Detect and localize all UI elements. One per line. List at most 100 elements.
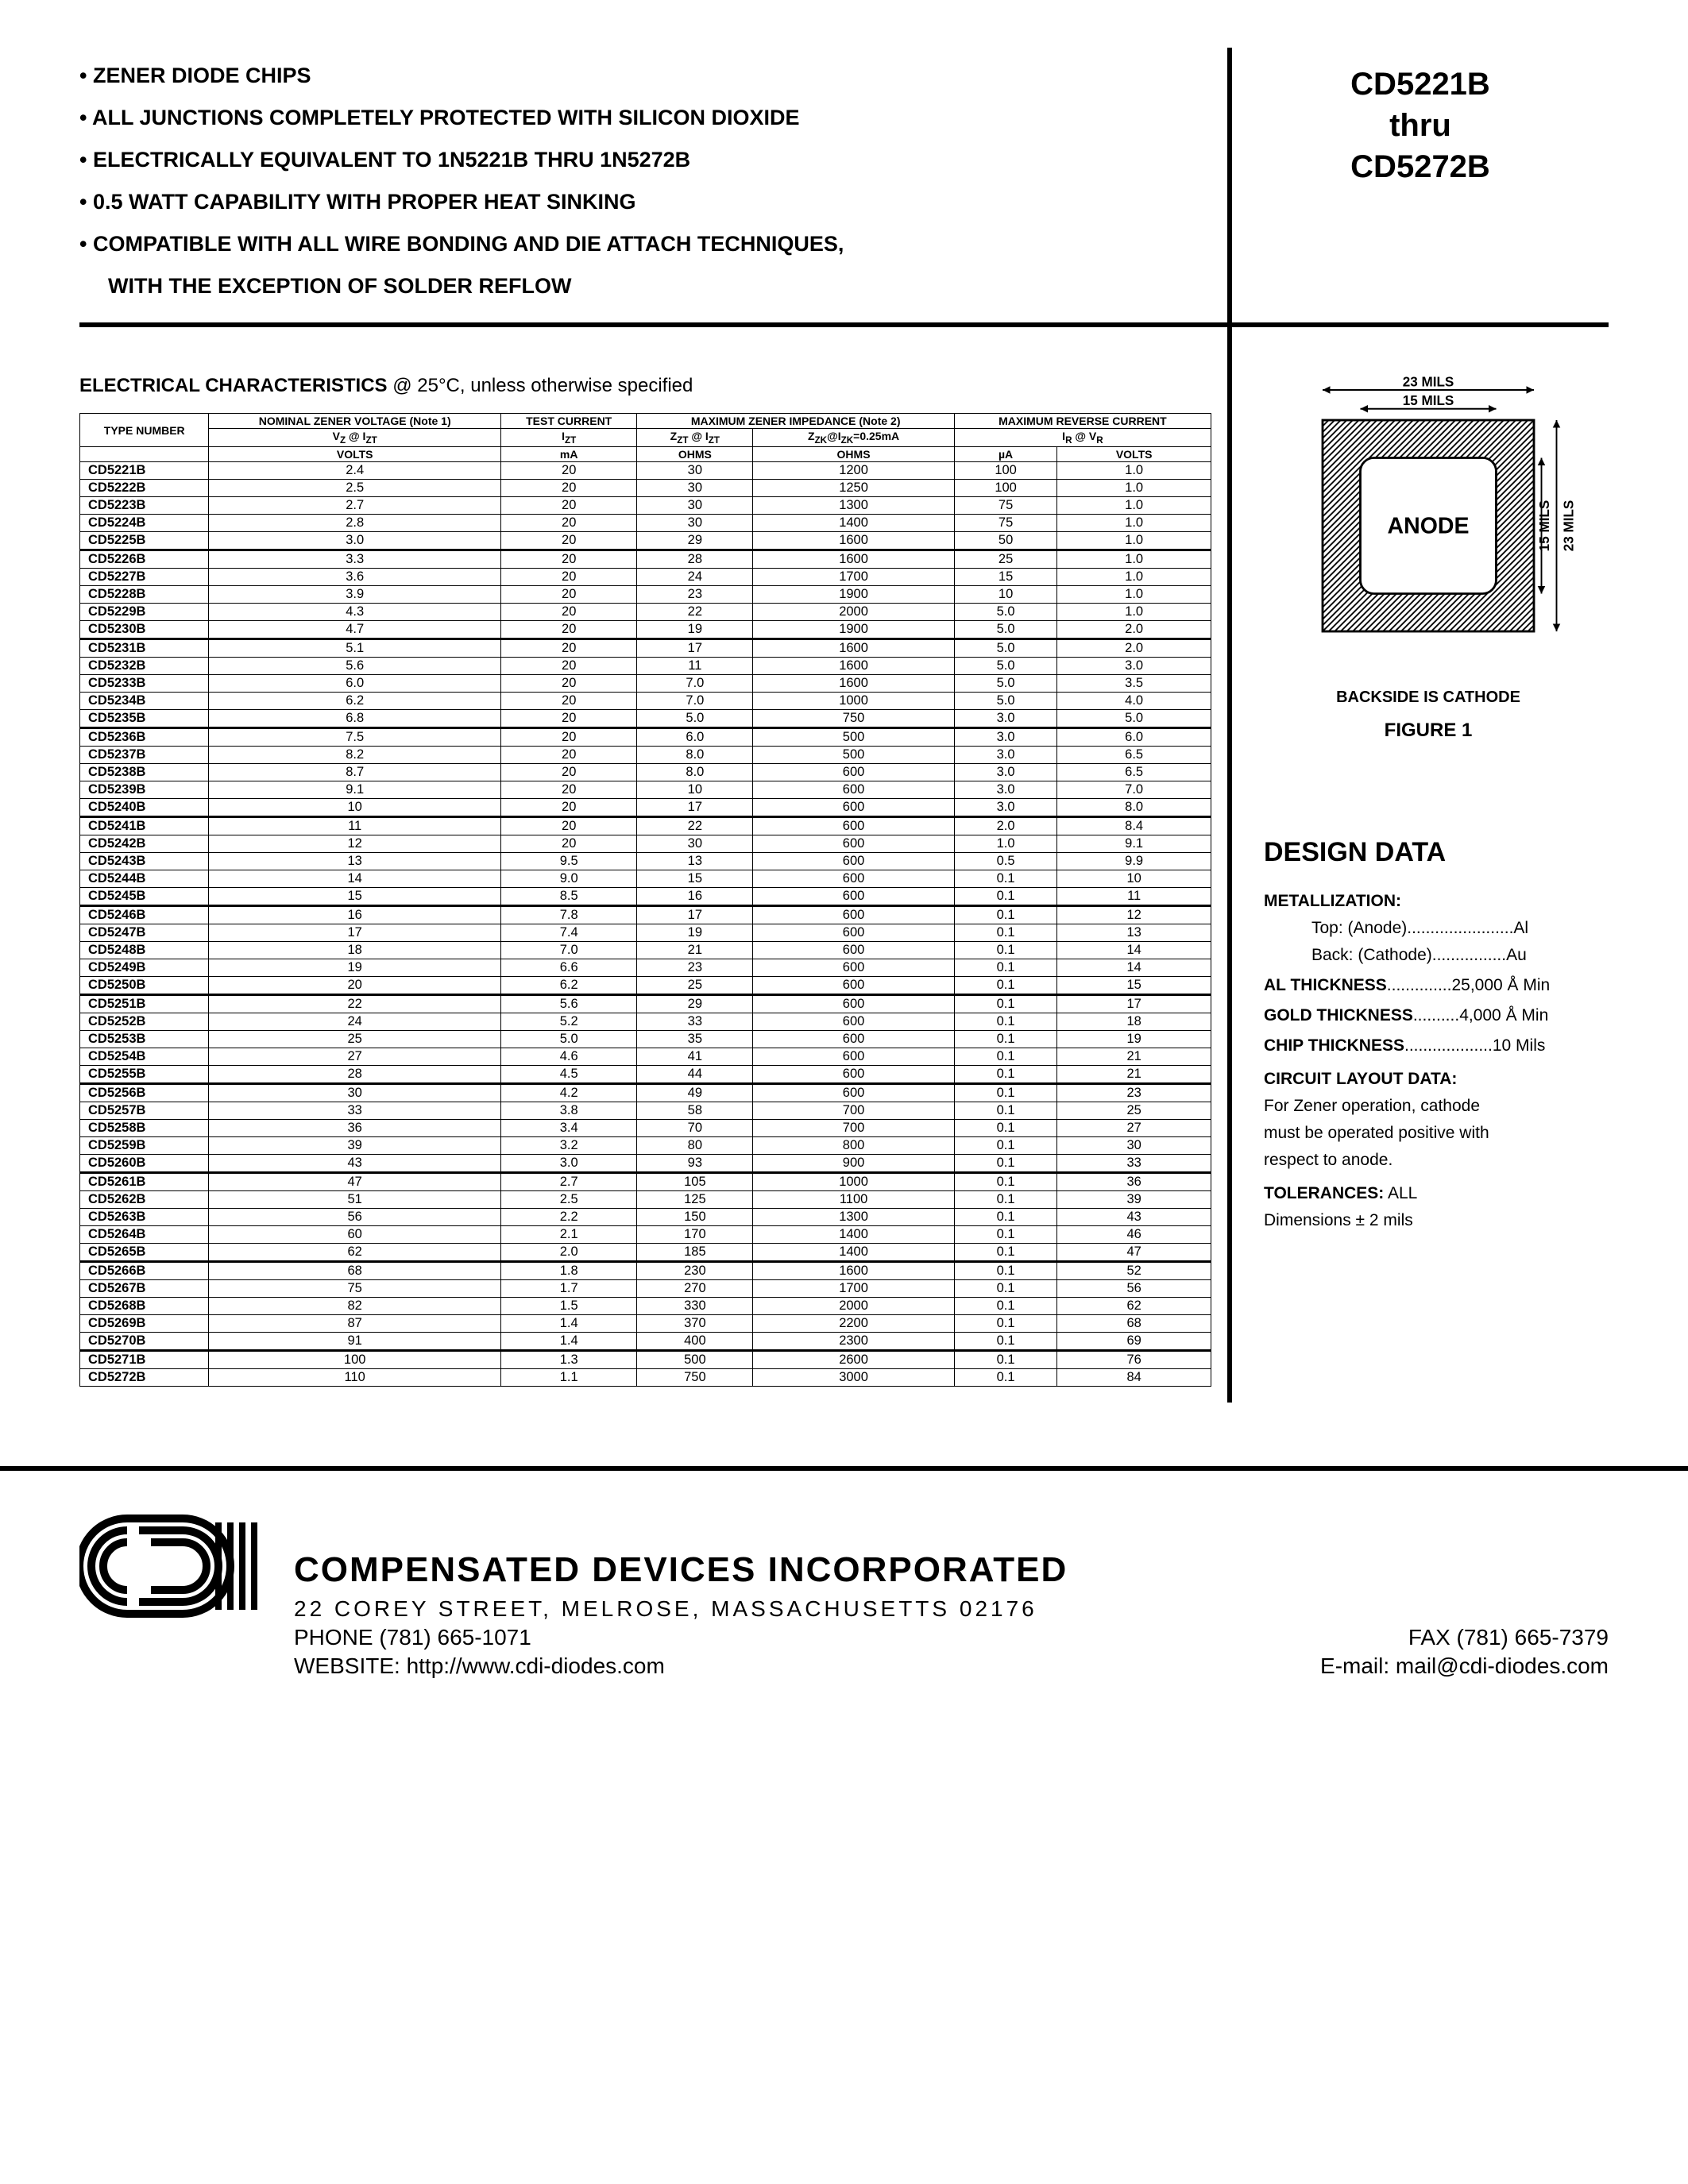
table-row: CD5227B3.620241700151.0 — [80, 569, 1211, 586]
table-row: CD5246B167.8176000.112 — [80, 906, 1211, 924]
table-row: CD5243B139.5136000.59.9 — [80, 853, 1211, 870]
table-row: CD5221B2.4203012001001.0 — [80, 462, 1211, 480]
design-data: DESIGN DATA METALLIZATION: Top: (Anode).… — [1264, 837, 1593, 1230]
table-row: CD5234B6.2207.010005.04.0 — [80, 693, 1211, 710]
unit-volts: VOLTS — [209, 447, 500, 462]
company-name: COMPENSATED DEVICES INCORPORATED — [294, 1550, 1609, 1590]
table-row: CD5253B255.0356000.119 — [80, 1031, 1211, 1048]
design-data-title: DESIGN DATA — [1264, 837, 1593, 868]
table-row: CD5265B622.018514000.147 — [80, 1244, 1211, 1262]
body-section: ELECTRICAL CHARACTERISTICS @ 25°C, unles… — [79, 327, 1609, 1403]
col-max-reverse: MAXIMUM REVERSE CURRENT — [954, 414, 1211, 429]
sub-izt: IZT — [500, 429, 637, 447]
table-row: CD5233B6.0207.016005.03.5 — [80, 675, 1211, 693]
part-number-range: CD5221B thru CD5272B — [1227, 48, 1609, 322]
table-row: CD5222B2.5203012501001.0 — [80, 480, 1211, 497]
sub-zzt: ZZT @ IZT — [637, 429, 753, 447]
table-row: CD5264B602.117014000.146 — [80, 1226, 1211, 1244]
table-row: CD5238B8.7208.06003.06.5 — [80, 764, 1211, 781]
table-row: CD5259B393.2808000.130 — [80, 1137, 1211, 1155]
table-row: CD5230B4.7201919005.02.0 — [80, 621, 1211, 639]
svg-text:15 MILS: 15 MILS — [1537, 500, 1552, 552]
table-row: CD5250B206.2256000.115 — [80, 977, 1211, 995]
svg-text:15 MILS: 15 MILS — [1403, 393, 1454, 408]
table-row: CD5223B2.720301300751.0 — [80, 497, 1211, 515]
part-to: CD5272B — [1240, 146, 1601, 187]
table-row: CD5228B3.920231900101.0 — [80, 586, 1211, 604]
feature-item: 0.5 WATT CAPABILITY WITH PROPER HEAT SIN… — [79, 190, 1211, 214]
figure-title: FIGURE 1 — [1264, 720, 1593, 742]
table-row: CD5251B225.6296000.117 — [80, 995, 1211, 1013]
table-row: CD5237B8.2208.05003.06.5 — [80, 747, 1211, 764]
feature-list: ZENER DIODE CHIPS ALL JUNCTIONS COMPLETE… — [79, 48, 1227, 322]
svg-text:ANODE: ANODE — [1388, 514, 1470, 539]
table-row: CD5239B9.120106003.07.0 — [80, 781, 1211, 799]
svg-text:23 MILS: 23 MILS — [1561, 500, 1576, 552]
unit-volts2: VOLTS — [1057, 447, 1211, 462]
chip-diagram: 23 MILS 15 MILS ANODE — [1264, 375, 1593, 742]
table-row: CD5235B6.8205.07503.05.0 — [80, 710, 1211, 728]
table-row: CD5231B5.1201716005.02.0 — [80, 639, 1211, 658]
table-row: CD5247B177.4196000.113 — [80, 924, 1211, 942]
table-row: CD5242B1220306001.09.1 — [80, 835, 1211, 853]
feature-tail: WITH THE EXCEPTION OF SOLDER REFLOW — [79, 274, 1211, 299]
table-row: CD5262B512.512511000.139 — [80, 1191, 1211, 1209]
table-row: CD5241B1120226002.08.4 — [80, 817, 1211, 835]
col-nominal: NOMINAL ZENER VOLTAGE (Note 1) — [209, 414, 500, 429]
table-row: CD5271B1001.350026000.176 — [80, 1351, 1211, 1369]
sub-vz: VZ @ IZT — [209, 429, 500, 447]
feature-item: ELECTRICALLY EQUIVALENT TO 1N5221B THRU … — [79, 148, 1211, 172]
table-row: CD5224B2.820301400751.0 — [80, 515, 1211, 532]
unit-ohms: OHMS — [637, 447, 753, 462]
header-section: ZENER DIODE CHIPS ALL JUNCTIONS COMPLETE… — [79, 48, 1609, 327]
col-max-impedance: MAXIMUM ZENER IMPEDANCE (Note 2) — [637, 414, 954, 429]
feature-item: COMPATIBLE WITH ALL WIRE BONDING AND DIE… — [79, 232, 1211, 257]
table-row: CD5252B245.2336000.118 — [80, 1013, 1211, 1031]
spec-table: TYPE NUMBER NOMINAL ZENER VOLTAGE (Note … — [79, 413, 1211, 1387]
unit-ohms2: OHMS — [753, 447, 955, 462]
table-row: CD5258B363.4707000.127 — [80, 1120, 1211, 1137]
table-row: CD5263B562.215013000.143 — [80, 1209, 1211, 1226]
table-row: CD5269B871.437022000.168 — [80, 1315, 1211, 1333]
sub-zzk: ZZK@IZK=0.25mA — [753, 429, 955, 447]
table-row: CD5226B3.320281600251.0 — [80, 550, 1211, 569]
table-row: CD5266B681.823016000.152 — [80, 1262, 1211, 1280]
unit-ua: µA — [954, 447, 1056, 462]
table-row: CD5225B3.020291600501.0 — [80, 532, 1211, 550]
company-address: 22 COREY STREET, MELROSE, MASSACHUSETTS … — [294, 1596, 1609, 1622]
company-phone: PHONE (781) 665-1071 — [294, 1625, 531, 1650]
col-type: TYPE NUMBER — [80, 414, 209, 447]
table-row: CD5255B284.5446000.121 — [80, 1066, 1211, 1084]
company-website: WEBSITE: http://www.cdi-diodes.com — [294, 1653, 665, 1679]
table-row: CD5272B1101.175030000.184 — [80, 1369, 1211, 1387]
table-row: CD5257B333.8587000.125 — [80, 1102, 1211, 1120]
table-row: CD5268B821.533020000.162 — [80, 1298, 1211, 1315]
company-email: E-mail: mail@cdi-diodes.com — [1320, 1653, 1609, 1679]
col-test: TEST CURRENT — [500, 414, 637, 429]
table-row: CD5229B4.3202220005.01.0 — [80, 604, 1211, 621]
feature-item: ZENER DIODE CHIPS — [79, 64, 1211, 88]
table-row: CD5244B149.0156000.110 — [80, 870, 1211, 888]
table-row: CD5267B751.727017000.156 — [80, 1280, 1211, 1298]
table-row: CD5254B274.6416000.121 — [80, 1048, 1211, 1066]
table-row: CD5270B911.440023000.169 — [80, 1333, 1211, 1351]
table-row: CD5240B1020176003.08.0 — [80, 799, 1211, 817]
footer: COMPENSATED DEVICES INCORPORATED 22 CORE… — [0, 1471, 1688, 1679]
table-row: CD5232B5.6201116005.03.0 — [80, 658, 1211, 675]
table-row: CD5236B7.5206.05003.06.0 — [80, 728, 1211, 747]
unit-ma: mA — [500, 447, 637, 462]
table-row: CD5261B472.710510000.136 — [80, 1173, 1211, 1191]
table-row: CD5245B158.5166000.111 — [80, 888, 1211, 906]
feature-item: ALL JUNCTIONS COMPLETELY PROTECTED WITH … — [79, 106, 1211, 130]
table-row: CD5248B187.0216000.114 — [80, 942, 1211, 959]
part-thru: thru — [1240, 105, 1601, 146]
table-row: CD5249B196.6236000.114 — [80, 959, 1211, 977]
table-row: CD5260B433.0939000.133 — [80, 1155, 1211, 1173]
figure-caption: BACKSIDE IS CATHODE — [1264, 689, 1593, 707]
table-row: CD5256B304.2496000.123 — [80, 1084, 1211, 1102]
company-fax: FAX (781) 665-7379 — [1408, 1625, 1609, 1650]
company-logo — [79, 1511, 270, 1622]
part-from: CD5221B — [1240, 64, 1601, 105]
electrical-characteristics-title: ELECTRICAL CHARACTERISTICS @ 25°C, unles… — [79, 375, 1211, 397]
svg-text:23 MILS: 23 MILS — [1403, 375, 1454, 389]
